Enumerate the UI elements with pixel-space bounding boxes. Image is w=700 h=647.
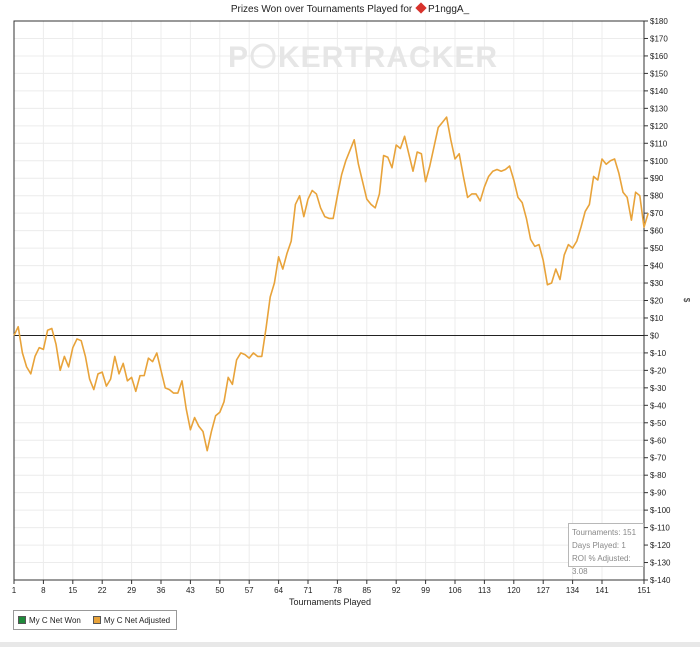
y-tick-label: $170 (650, 34, 668, 43)
series-line-net-adjusted (13, 116, 649, 452)
x-axis-label: Tournaments Played (289, 597, 371, 607)
x-tick-label: 50 (215, 586, 224, 595)
x-tick-label: 43 (186, 586, 195, 595)
legend: My C Net Won My C Net Adjusted (13, 610, 178, 630)
x-tick-label: 57 (245, 586, 254, 595)
legend-item-net-won[interactable]: My C Net Won (18, 616, 81, 625)
y-tick-label: $30 (650, 279, 664, 288)
y-tick-label: $-60 (650, 436, 667, 445)
x-tick-label: 113 (478, 586, 491, 595)
x-tick-label: 36 (157, 586, 166, 595)
legend-swatch-net-adjusted (92, 616, 101, 624)
x-tick-label: 15 (68, 586, 77, 595)
y-tick-label: $-120 (650, 541, 671, 550)
y-tick-label: $-40 (650, 401, 667, 410)
y-tick-label: $130 (650, 104, 668, 113)
y-tick-label: $180 (650, 17, 668, 26)
y-tick-label: $140 (650, 87, 668, 96)
stats-roi: ROI % Adjusted: 3.08 (572, 554, 631, 576)
y-tick-label: $100 (650, 157, 668, 166)
y-tick-label: $-80 (650, 471, 667, 480)
x-tick-label: 29 (127, 586, 136, 595)
watermark-text-left: P (228, 41, 249, 74)
x-tick-label: 8 (41, 586, 46, 595)
y-tick-label: $50 (650, 244, 664, 253)
x-tick-label: 127 (537, 586, 551, 595)
y-tick-label: $-90 (650, 489, 667, 498)
x-tick-label: 120 (507, 586, 521, 595)
legend-label-net-adjusted: My C Net Adjusted (103, 615, 171, 625)
x-tick-label: 99 (421, 586, 430, 595)
y-tick-label: $-130 (650, 559, 671, 568)
y-tick-label: $80 (650, 192, 664, 201)
y-tick-label: $10 (650, 314, 664, 323)
stats-days-played: Days Played: 1 (572, 541, 626, 550)
x-tick-label: 141 (595, 586, 609, 595)
y-tick-label: $-30 (650, 384, 667, 393)
bottom-scroll-bar (0, 642, 700, 647)
y-tick-label: $70 (650, 209, 664, 218)
stats-tournaments: Tournaments: 151 (572, 528, 637, 537)
series-layer (13, 116, 649, 452)
watermark-chip-icon (250, 43, 276, 69)
y-tick-label: $150 (650, 69, 668, 78)
y-tick-label: $40 (650, 262, 664, 271)
y-tick-label: $110 (650, 139, 668, 148)
y-tick-label: $-10 (650, 349, 667, 358)
y-axis-label: $ (682, 298, 691, 303)
pokertracker-watermark: P KERTRACKER (228, 41, 498, 74)
x-axis-ticks: 1 8 15 22 29 36 43 50 57 64 71 78 85 92 99 106 113 120 127… (12, 580, 651, 595)
x-tick-label: 134 (566, 586, 580, 595)
x-tick-label: 22 (98, 586, 107, 595)
x-tick-label: 71 (304, 586, 313, 595)
x-tick-label: 64 (274, 586, 283, 595)
x-tick-label: 1 (12, 586, 17, 595)
legend-swatch-net-won (18, 616, 26, 624)
x-tick-label: 85 (362, 586, 371, 595)
x-tick-label: 92 (392, 586, 401, 595)
x-tick-label: 106 (448, 586, 462, 595)
grid-lines (13, 20, 645, 581)
y-tick-label: $160 (650, 52, 668, 61)
y-tick-label: $-100 (650, 506, 671, 515)
y-tick-label: $0 (650, 331, 659, 340)
stats-box: Tournaments: 151 Days Played: 1 ROI % Ad… (568, 523, 644, 576)
legend-label-net-won: My C Net Won (29, 615, 81, 625)
chart-title-player: P1nggA_ (428, 4, 470, 15)
legend-item-net-adjusted[interactable]: My C Net Adjusted (92, 615, 171, 625)
x-tick-label: 151 (637, 586, 651, 595)
x-tick-label: 78 (333, 586, 342, 595)
y-tick-label: $-110 (650, 524, 670, 533)
y-tick-label: $-20 (650, 366, 667, 375)
y-tick-label: $90 (650, 174, 664, 183)
chart-title-prefix: Prizes Won over Tournaments Played for (230, 4, 413, 15)
watermark-text-right: KERTRACKER (278, 41, 498, 74)
y-tick-label: $-50 (650, 419, 667, 428)
y-tick-label: $120 (650, 122, 668, 131)
y-tick-label: $-140 (650, 576, 671, 585)
y-axis-ticks: $-140 $-130 $-120 $-110 $-100 $-90 $-80 $-70 $-6… (644, 17, 671, 585)
y-tick-label: $-70 (650, 454, 667, 463)
y-tick-label: $20 (650, 297, 664, 306)
chart-title: Prizes Won over Tournaments Played for P… (0, 2, 700, 15)
y-tick-label: $60 (650, 227, 664, 236)
